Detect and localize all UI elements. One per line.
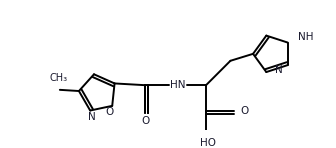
Text: CH₃: CH₃ <box>49 73 67 83</box>
Text: NH: NH <box>298 32 314 42</box>
Text: HO: HO <box>200 138 216 148</box>
Text: HN: HN <box>170 80 186 90</box>
Text: O: O <box>141 116 149 126</box>
Text: O: O <box>241 106 249 116</box>
Text: O: O <box>106 107 114 117</box>
Text: N: N <box>275 65 283 75</box>
Text: N: N <box>88 112 96 122</box>
